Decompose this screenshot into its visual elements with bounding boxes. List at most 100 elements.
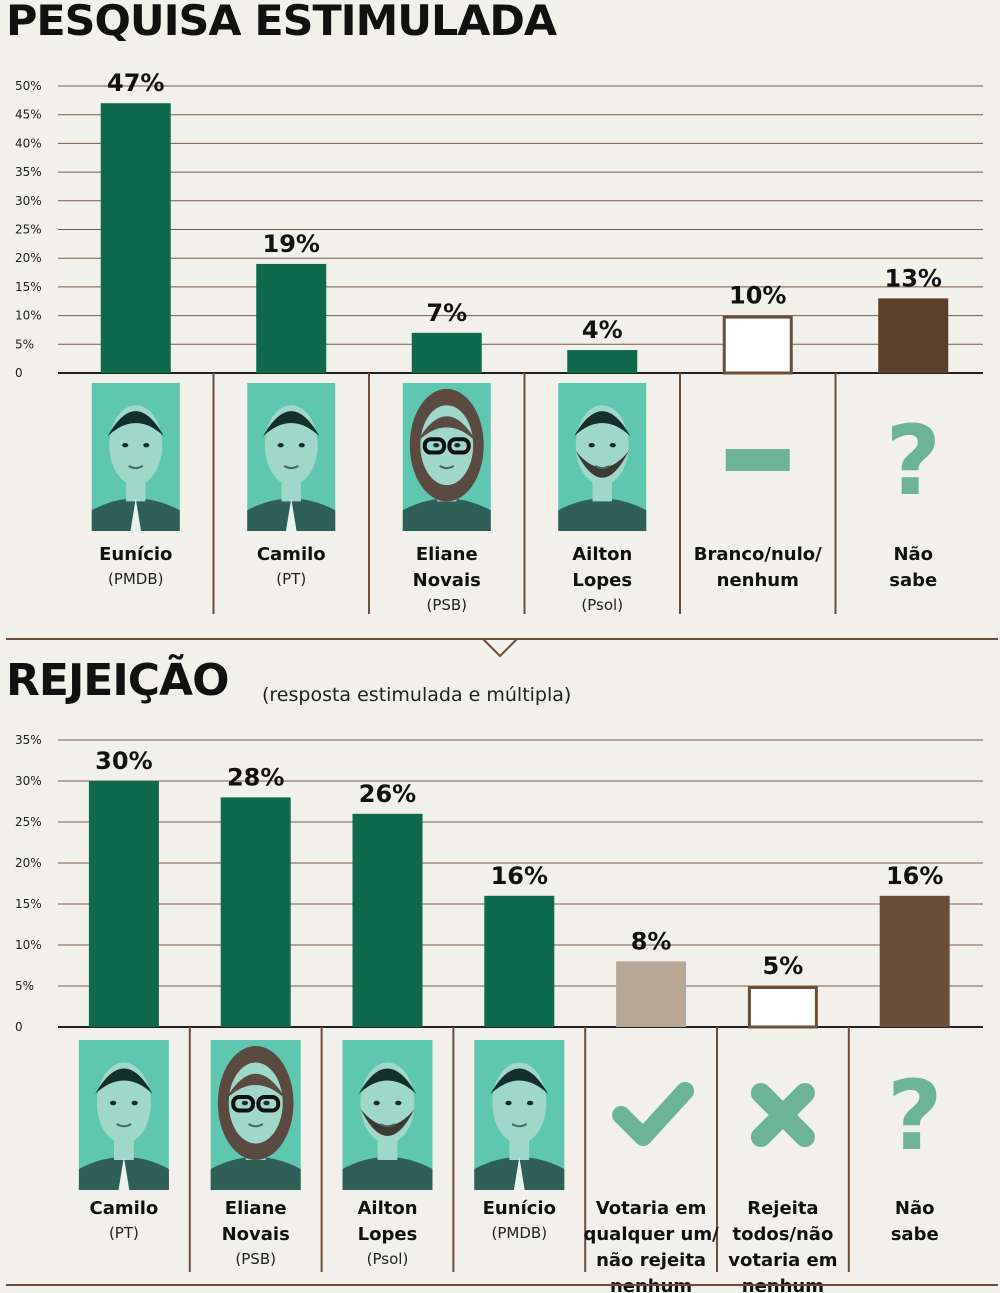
category-name: Eliane xyxy=(416,544,478,565)
y-tick-label: 40% xyxy=(15,136,42,150)
svg-text:?: ? xyxy=(887,1060,943,1172)
category-name: todos/não xyxy=(732,1224,833,1245)
bar xyxy=(722,315,793,375)
category-party: (PT) xyxy=(109,1224,139,1242)
bar xyxy=(88,781,159,1027)
divider-notch xyxy=(482,638,518,658)
bar-value-label: 26% xyxy=(359,780,416,808)
photo-eliane xyxy=(210,1040,301,1190)
bar-value-label: 30% xyxy=(95,747,152,775)
category-party: (PMDB) xyxy=(108,570,164,588)
category-name: sabe xyxy=(889,570,937,591)
photo-eliane xyxy=(402,383,491,531)
x-icon xyxy=(750,1083,815,1147)
photo-ailton xyxy=(342,1040,433,1190)
category-name: Rejeita xyxy=(747,1198,818,1219)
y-tick-label: 10% xyxy=(15,938,42,952)
category-name: Novais xyxy=(413,570,481,591)
category-name: Não xyxy=(893,544,933,565)
category-name: Branco/nulo/ xyxy=(694,544,822,565)
bar xyxy=(352,813,423,1027)
photo-ailton xyxy=(558,383,647,531)
chart-rejeicao: 0 5% 10% 15% 20% 25% 30% 35% 30% Camilo (PT) 28% Eli… xyxy=(15,733,983,1293)
y-tick-label: 30% xyxy=(15,194,42,208)
photo-camilo xyxy=(78,1040,169,1190)
category-party: (PSB) xyxy=(426,596,467,614)
dash-icon xyxy=(725,449,790,471)
bar xyxy=(747,986,818,1029)
question-icon: ? xyxy=(887,1060,943,1172)
category-name: Não xyxy=(895,1198,935,1219)
bar xyxy=(100,103,171,373)
y-tick-label: 20% xyxy=(15,856,42,870)
y-tick-label: 5% xyxy=(15,979,34,993)
bar xyxy=(220,797,291,1027)
bar-value-label: 19% xyxy=(263,230,320,258)
svg-text:?: ? xyxy=(885,405,941,517)
category-party: (PMDB) xyxy=(492,1224,548,1242)
y-tick-label: 50% xyxy=(15,79,42,93)
bottom-rule xyxy=(6,1284,998,1286)
y-tick-label: 30% xyxy=(15,774,42,788)
chart-1-title: PESQUISA ESTIMULADA xyxy=(6,0,557,45)
chart-2-title: REJEIÇÃO xyxy=(6,655,229,706)
category-party: (Psol) xyxy=(367,1250,409,1268)
category-name: Eliane xyxy=(225,1198,287,1219)
y-tick-label: 35% xyxy=(15,733,42,747)
y-tick-label: 20% xyxy=(15,251,42,265)
y-tick-label: 25% xyxy=(15,815,42,829)
bar xyxy=(411,332,482,373)
y-tick-label: 5% xyxy=(15,337,34,351)
y-tick-label: 10% xyxy=(15,309,42,323)
y-tick-label: 0 xyxy=(15,366,23,380)
bar-value-label: 47% xyxy=(107,69,164,97)
y-tick-label: 15% xyxy=(15,897,42,911)
category-name: não rejeita xyxy=(596,1250,706,1271)
category-name: votaria em xyxy=(728,1250,837,1271)
check-icon xyxy=(612,1082,695,1146)
bar xyxy=(616,961,687,1027)
photo-eunicio xyxy=(91,383,180,531)
bar-value-label: 4% xyxy=(582,316,623,344)
y-tick-label: 15% xyxy=(15,280,42,294)
category-party: (PSB) xyxy=(235,1250,276,1268)
category-name: qualquer um/ xyxy=(583,1224,719,1245)
category-name: Ailton xyxy=(357,1198,417,1219)
bar-value-label: 16% xyxy=(491,862,548,890)
category-name: nenhum xyxy=(717,570,799,591)
bar-value-label: 10% xyxy=(729,282,786,310)
bar-value-label: 5% xyxy=(763,952,804,980)
category-name: Eunício xyxy=(483,1198,556,1219)
bar-value-label: 13% xyxy=(885,264,942,292)
y-tick-label: 0 xyxy=(15,1020,23,1034)
category-name: Ailton xyxy=(572,544,632,565)
bar xyxy=(484,895,555,1027)
category-name: Camilo xyxy=(257,544,326,565)
category-name: Lopes xyxy=(572,570,632,591)
bar-value-label: 7% xyxy=(426,299,467,327)
bar xyxy=(879,895,950,1027)
bar-value-label: 16% xyxy=(886,862,943,890)
category-name: Novais xyxy=(222,1224,290,1245)
chart-pesquisa-estimulada: 0 5% 10% 15% 20% 25% 30% 35% 40% 45% 50% 47% Eunício… xyxy=(15,69,983,614)
y-tick-label: 25% xyxy=(15,223,42,237)
section-divider xyxy=(6,638,998,640)
grid xyxy=(58,85,983,374)
photo-eunicio xyxy=(474,1040,565,1190)
photo-camilo xyxy=(247,383,336,531)
category-name: Eunício xyxy=(99,544,172,565)
bar xyxy=(256,263,327,373)
category-party: (PT) xyxy=(276,570,306,588)
category-party: (Psol) xyxy=(581,596,623,614)
question-icon: ? xyxy=(885,405,941,517)
y-tick-label: 45% xyxy=(15,108,42,122)
category-name: Votaria em xyxy=(596,1198,707,1219)
bar-value-label: 8% xyxy=(631,927,672,955)
category-name: Lopes xyxy=(358,1224,418,1245)
category-name: sabe xyxy=(891,1224,939,1245)
y-tick-label: 35% xyxy=(15,165,42,179)
bar xyxy=(878,298,949,373)
category-name: Camilo xyxy=(89,1198,158,1219)
bar xyxy=(567,350,638,373)
bar-value-label: 28% xyxy=(227,763,284,791)
